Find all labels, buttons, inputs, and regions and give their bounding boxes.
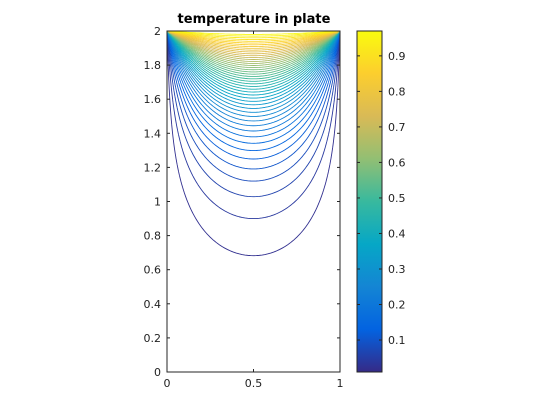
- y-tick-label: 1: [154, 196, 161, 209]
- contour-level-0.22: [167, 32, 340, 127]
- y-tick-label: 1.8: [144, 59, 162, 72]
- contour-level-0.14: [167, 32, 340, 152]
- colorbar-tick-label: 0.4: [388, 227, 406, 240]
- colorbar-tick-label: 0.5: [388, 192, 406, 205]
- contour-level-0.02: [167, 33, 340, 257]
- y-tick-label: 1.4: [144, 127, 162, 140]
- colorbar-tick-label: 0.6: [388, 156, 406, 169]
- colorbar-axis: 0.1 0.2 0.3 0.4 0.5 0.6 0.7 0.8 0.9: [357, 50, 406, 347]
- x-tick-label: 0: [164, 377, 171, 390]
- y-tick-label: 1.6: [144, 93, 162, 106]
- contour-level-0.06: [167, 33, 340, 198]
- contour-level-0.96: [169, 31, 338, 35]
- colorbar-tick-label: 0.9: [388, 50, 406, 63]
- colorbar-tick-label: 0.2: [388, 299, 406, 312]
- contour-level-0.28: [167, 31, 340, 113]
- contour-level-0.04: [167, 33, 340, 220]
- chart-title: temperature in plate: [178, 12, 331, 27]
- contour-level-0.2: [167, 32, 340, 132]
- contour-level-0.08: [167, 33, 340, 182]
- x-tick-label: 1: [337, 377, 344, 390]
- colorbar-tick-label: 0.8: [388, 85, 406, 98]
- colorbar-tick-label: 0.1: [388, 334, 406, 347]
- contour-level-0.18: [167, 32, 340, 138]
- y-tick-label: 0.2: [144, 332, 162, 345]
- contour-level-0.32: [167, 31, 340, 106]
- contour-level-0.12: [167, 32, 340, 160]
- colorbar-tick-label: 0.7: [388, 121, 406, 134]
- y-tick-label: 0.4: [144, 298, 162, 311]
- y-tick-label: 0: [154, 366, 161, 379]
- contour-lines: [167, 31, 340, 257]
- plot-area-frame: [166, 30, 341, 373]
- colorbar: [356, 30, 383, 373]
- y-tick-label: 1.2: [144, 161, 162, 174]
- colorbar-tick-label: 0.3: [388, 263, 406, 276]
- contour-level-0.34: [167, 31, 340, 102]
- contour-level-0.3: [167, 31, 340, 109]
- x-tick-label: 0.5: [245, 377, 263, 390]
- contour-level-0.9: [168, 31, 339, 41]
- y-tick-label: 2: [154, 25, 161, 38]
- y-axis: 0 0.2 0.4 0.6 0.8 1 1.2 1.4 1.6 1.8 2: [144, 25, 340, 379]
- y-tick-label: 0.8: [144, 230, 162, 243]
- x-axis: 0 0.5 1: [164, 31, 344, 390]
- contour-level-0.1: [167, 32, 340, 170]
- y-tick-label: 0.6: [144, 264, 162, 277]
- contour-level-0.16: [167, 32, 340, 144]
